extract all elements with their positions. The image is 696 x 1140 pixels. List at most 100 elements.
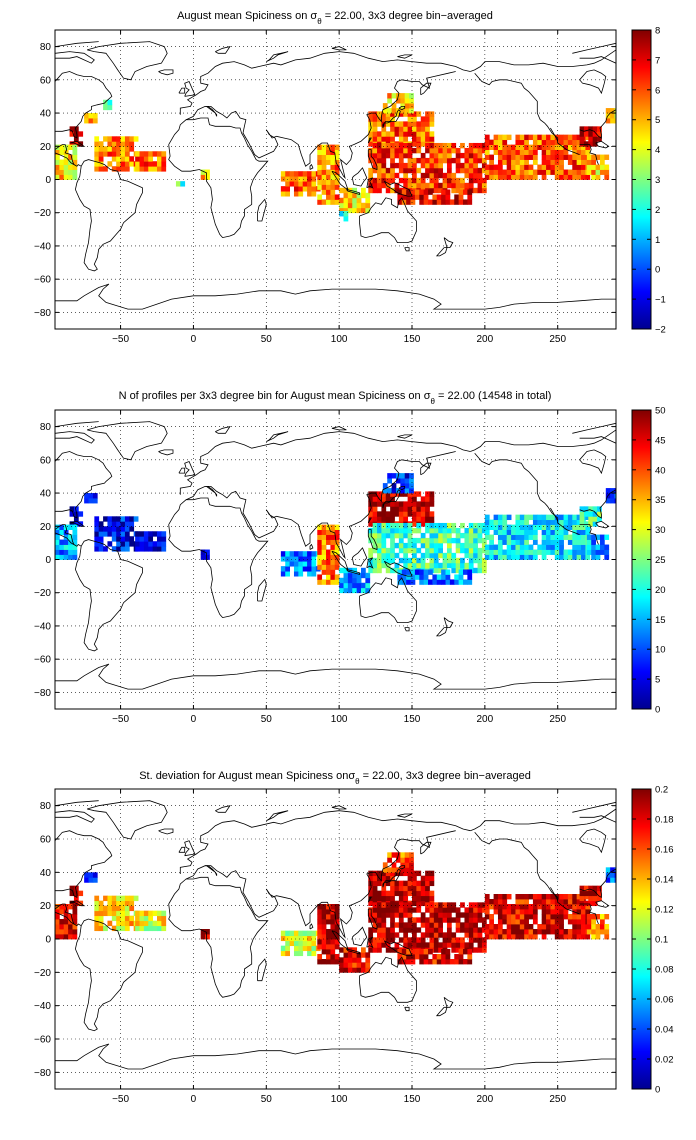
- heatmap-cell: [98, 166, 104, 172]
- coastline: [158, 449, 174, 456]
- heatmap-cell: [347, 962, 353, 968]
- coastline: [178, 846, 186, 853]
- heatmap-cell: [124, 146, 130, 152]
- heatmap-cell: [98, 920, 104, 927]
- heatmap-cell: [107, 104, 113, 111]
- heatmap-cell: [420, 177, 426, 184]
- heatmap-cell: [72, 159, 78, 165]
- heatmap-cell: [506, 544, 512, 550]
- heatmap-cell: [289, 935, 295, 942]
- heatmap-cell: [339, 567, 344, 574]
- heatmap-cell: [454, 579, 460, 585]
- heatmap-cell: [497, 549, 503, 555]
- heatmap-cell: [446, 937, 452, 943]
- heatmap-cell: [412, 890, 417, 897]
- heatmap-cell: [493, 529, 499, 535]
- heatmap-cell: [484, 154, 490, 160]
- heatmap-cell: [157, 161, 162, 167]
- heatmap-cell: [429, 522, 435, 529]
- heatmap-cell: [394, 182, 400, 189]
- heatmap-cell: [55, 909, 60, 915]
- heatmap-cell: [94, 915, 100, 922]
- heatmap-cell: [502, 929, 508, 935]
- heatmap-cell: [377, 932, 382, 938]
- heatmap-cell: [385, 532, 391, 539]
- heatmap-cell: [468, 552, 474, 559]
- heatmap-cell: [403, 147, 409, 154]
- heatmap-cell: [515, 934, 521, 940]
- heatmap-cell: [385, 501, 391, 507]
- heatmap-cell: [385, 927, 391, 933]
- heatmap-cell: [69, 511, 75, 517]
- heatmap-cell: [394, 912, 400, 918]
- heatmap-cell: [334, 524, 340, 530]
- heatmap-cell: [559, 164, 564, 170]
- heatmap-cell: [107, 99, 113, 106]
- heatmap-cell: [381, 912, 387, 918]
- heatmap-cell: [78, 131, 84, 137]
- heatmap-cell: [401, 199, 407, 205]
- heatmap-cell: [317, 579, 323, 585]
- heatmap-cell: [372, 912, 378, 918]
- heatmap-cell: [368, 157, 374, 164]
- heatmap-cell: [129, 536, 135, 542]
- heatmap-cell: [356, 572, 362, 579]
- heatmap-cell: [532, 934, 538, 940]
- heatmap-cell: [423, 954, 429, 960]
- heatmap-cell: [605, 498, 611, 504]
- heatmap-cell: [429, 511, 435, 517]
- heatmap-cell: [352, 572, 358, 579]
- heatmap-cell: [524, 514, 529, 521]
- heatmap-cell: [330, 189, 336, 195]
- heatmap-cell: [339, 197, 344, 204]
- heatmap-cell: [502, 524, 508, 530]
- heatmap-cell: [326, 529, 331, 535]
- heatmap-cell: [410, 569, 416, 575]
- heatmap-cell: [59, 529, 65, 535]
- heatmap-cell: [576, 164, 582, 170]
- heatmap-cell: [372, 537, 378, 544]
- heatmap-cell: [412, 562, 417, 569]
- coastline: [55, 663, 616, 690]
- heatmap-cell: [433, 157, 439, 164]
- heatmap-cell: [124, 141, 130, 147]
- heatmap-cell: [88, 877, 94, 883]
- heatmap-cell: [537, 134, 543, 141]
- heatmap-cell: [68, 549, 73, 555]
- heatmap-cell: [604, 154, 610, 160]
- heatmap-cell: [441, 949, 446, 955]
- heatmap-cell: [116, 910, 121, 917]
- heatmap-cell: [546, 924, 551, 930]
- heatmap-cell: [576, 924, 582, 930]
- heatmap-cell: [330, 164, 336, 170]
- heatmap-cell: [317, 559, 323, 565]
- heatmap-cell: [377, 177, 382, 184]
- heatmap-cell: [524, 149, 529, 155]
- heatmap-cell: [506, 909, 512, 915]
- heatmap-cell: [372, 157, 378, 164]
- heatmap-cell: [103, 905, 108, 912]
- heatmap-cell: [464, 912, 470, 918]
- heatmap-cell: [506, 924, 512, 930]
- heatmap-cell: [298, 171, 304, 177]
- heatmap-cell: [460, 182, 465, 189]
- heatmap-cell: [583, 126, 589, 132]
- heatmap-cell: [591, 544, 596, 550]
- heatmap-cell: [588, 506, 594, 512]
- heatmap-cell: [468, 532, 474, 539]
- x-tick-label: 0: [191, 1094, 197, 1105]
- coastline: [366, 177, 374, 189]
- heatmap-cell: [446, 927, 452, 933]
- heatmap-cell: [298, 950, 304, 957]
- heatmap-cell: [546, 169, 551, 175]
- heatmap-cell: [567, 534, 573, 540]
- heatmap-cell: [280, 566, 286, 572]
- heatmap-cell: [394, 947, 400, 953]
- heatmap-cell: [489, 164, 494, 170]
- heatmap-cell: [280, 571, 286, 577]
- heatmap-cell: [567, 134, 573, 141]
- heatmap-cell: [506, 514, 512, 521]
- heatmap-cell: [429, 496, 435, 502]
- coastline: [383, 560, 413, 577]
- heatmap-cell: [572, 169, 578, 175]
